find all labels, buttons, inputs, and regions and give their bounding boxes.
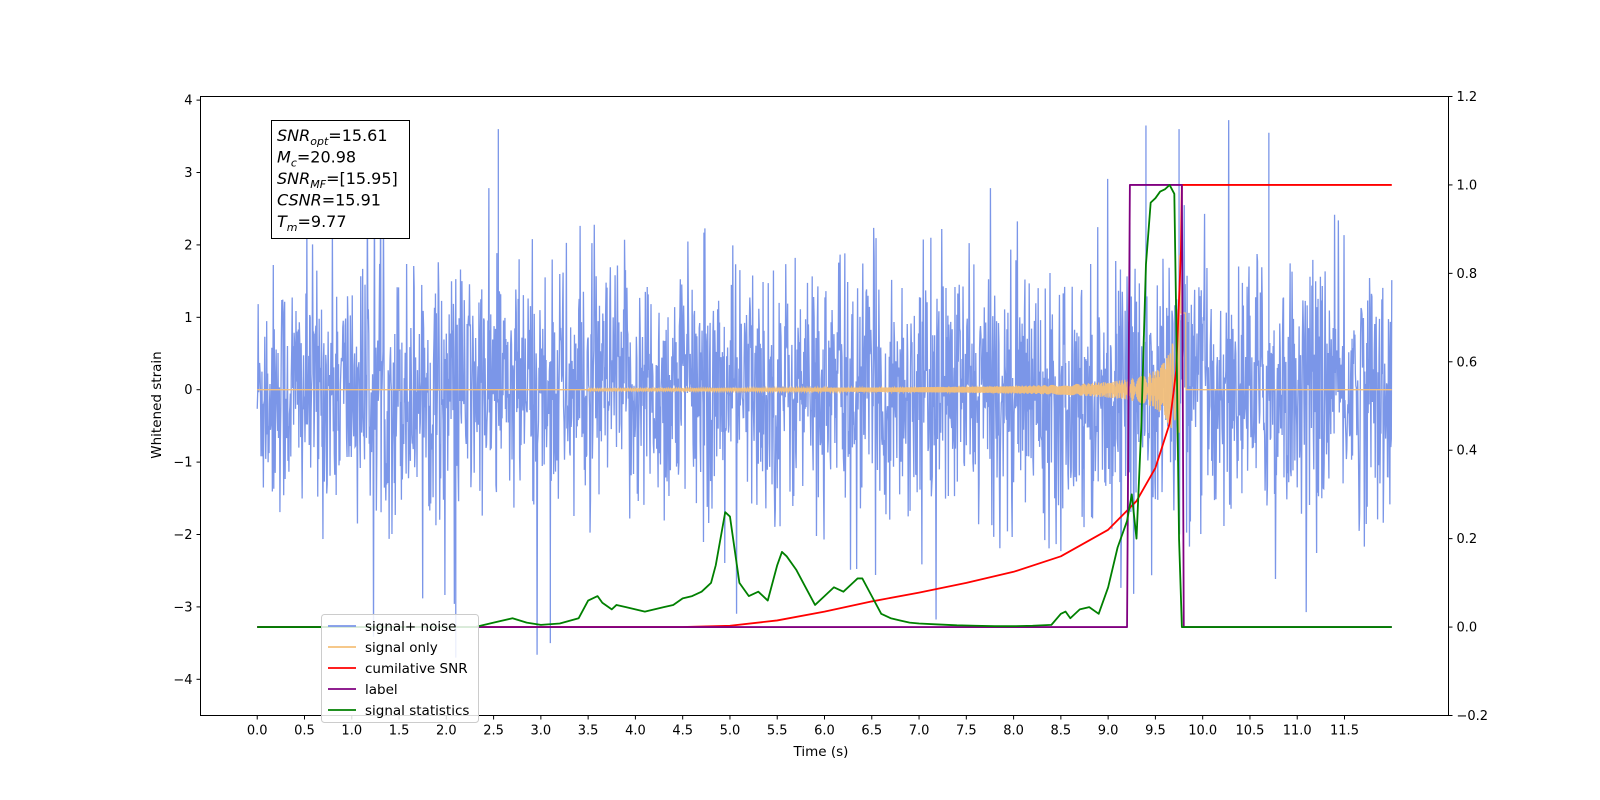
x-axis: 0.0 0.5 1.0 1.5 2.0 2.5 3.0 3.5 4.0 4.5 5.0 5.5 6.0 6… bbox=[247, 715, 1359, 739]
series-signal-statistics bbox=[257, 184, 1392, 628]
y-axis-left: −4 −3 −2 −1 0 1 2 3 4 bbox=[173, 94, 201, 688]
y-tick-label-left: 1 bbox=[184, 311, 192, 326]
x-tick-label: 10.0 bbox=[1188, 724, 1217, 739]
x-tick-label: 4.0 bbox=[625, 724, 646, 739]
x-tick-label: 9.0 bbox=[1098, 724, 1119, 739]
y-tick-label-left: −3 bbox=[173, 600, 192, 615]
y-tick-label-left: 3 bbox=[184, 166, 192, 181]
x-tick-label: 8.5 bbox=[1051, 724, 1072, 739]
y-tick-label-left: 0 bbox=[184, 383, 192, 398]
annotation-line: Mc=20.98 bbox=[277, 148, 356, 170]
annotation-line: SNRopt=15.61 bbox=[277, 126, 388, 148]
annotation-line: Tm=9.77 bbox=[277, 212, 347, 234]
annotation-box: SNRopt=15.61Mc=20.98SNRMF=[15.95]CSNR=15… bbox=[271, 120, 410, 239]
x-tick-label: 2.5 bbox=[483, 724, 504, 739]
x-tick-label: 9.5 bbox=[1145, 724, 1166, 739]
y-tick-label-right: 1.2 bbox=[1457, 90, 1478, 105]
y-tick-label-right: 0.6 bbox=[1457, 355, 1478, 370]
legend-label: signal only bbox=[365, 640, 438, 656]
x-tick-label: 10.5 bbox=[1235, 724, 1264, 739]
x-tick-label: 3.0 bbox=[531, 724, 552, 739]
y-tick-label-right: 1.0 bbox=[1457, 178, 1478, 193]
x-axis-label: Time (s) bbox=[793, 744, 849, 760]
x-tick-label: 7.0 bbox=[909, 724, 930, 739]
y-tick-label-left: 4 bbox=[184, 94, 192, 109]
x-tick-label: 0.5 bbox=[294, 724, 315, 739]
x-tick-label: 6.5 bbox=[861, 724, 882, 739]
y-tick-label-left: −2 bbox=[173, 528, 192, 543]
y-tick-label-right: 0.2 bbox=[1457, 532, 1478, 547]
x-tick-label: 8.0 bbox=[1003, 724, 1024, 739]
x-tick-label: 7.5 bbox=[956, 724, 977, 739]
legend-label: signal statistics bbox=[365, 703, 469, 719]
legend-label: signal+ noise bbox=[365, 619, 456, 635]
y-tick-label-right: 0.8 bbox=[1457, 267, 1478, 282]
series-signal-only bbox=[257, 255, 1392, 462]
x-tick-label: 0.0 bbox=[247, 724, 268, 739]
legend: signal+ noise signal only cumilative SNR la… bbox=[321, 614, 479, 723]
x-tick-label: 11.5 bbox=[1330, 724, 1359, 739]
x-tick-label: 2.0 bbox=[436, 724, 457, 739]
x-tick-label: 1.5 bbox=[389, 724, 410, 739]
y-tick-label-right: 0.0 bbox=[1457, 621, 1478, 636]
y-tick-label-right: 0.4 bbox=[1457, 444, 1478, 459]
y-axis-right: −0.2 0.0 0.2 0.4 0.6 0.8 1.0 1.2 bbox=[1448, 90, 1489, 724]
y-tick-label-left: −1 bbox=[173, 456, 192, 471]
y-tick-label-right: −0.2 bbox=[1457, 709, 1489, 724]
legend-frame bbox=[321, 614, 479, 723]
y-axis-label: Whitened strain bbox=[149, 351, 165, 458]
y-tick-label-left: 2 bbox=[184, 238, 192, 253]
annotation-line: SNRMF=[15.95] bbox=[277, 169, 398, 191]
x-tick-label: 3.5 bbox=[578, 724, 599, 739]
annotation-line: CSNR=15.91 bbox=[277, 191, 381, 210]
x-tick-label: 11.0 bbox=[1283, 724, 1312, 739]
y-tick-label-left: −4 bbox=[173, 673, 192, 688]
x-tick-label: 4.5 bbox=[672, 724, 693, 739]
x-tick-label: 1.0 bbox=[341, 724, 362, 739]
x-tick-label: 5.0 bbox=[720, 724, 741, 739]
annotation-frame bbox=[271, 120, 410, 239]
x-tick-label: 6.0 bbox=[814, 724, 835, 739]
x-tick-label: 5.5 bbox=[767, 724, 788, 739]
plot-area bbox=[256, 120, 1393, 658]
legend-label: label bbox=[365, 682, 398, 698]
legend-label: cumilative SNR bbox=[365, 661, 468, 677]
